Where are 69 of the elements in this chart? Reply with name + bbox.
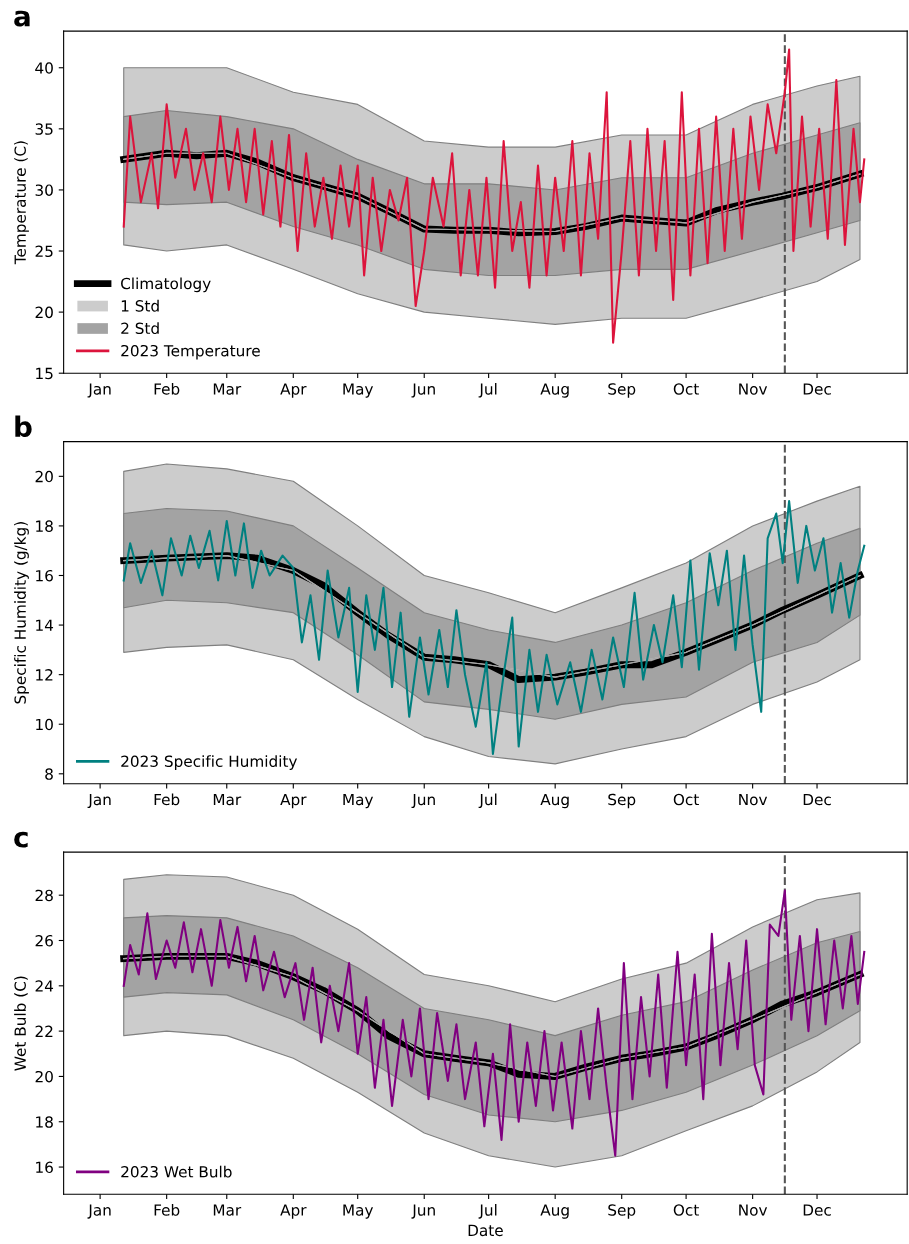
x-tick-label: Mar <box>213 793 242 806</box>
y-tick-label: 8 <box>45 768 53 780</box>
x-tick-label: Feb <box>154 1203 180 1216</box>
x-tick-label: Nov <box>739 383 768 395</box>
y-axis-title: Temperature (C) <box>14 141 29 265</box>
x-tick-label: Jul <box>478 793 497 809</box>
x-tick-label: Apr <box>280 383 307 398</box>
y-tick-label: 18 <box>36 520 53 532</box>
x-tick-label: May <box>343 383 374 398</box>
x-tick-label: Aug <box>540 383 569 398</box>
y-tick-label: 16 <box>36 569 53 582</box>
y-tick-label: 14 <box>36 619 54 631</box>
x-tick-label: Nov <box>739 793 768 806</box>
y-tick-label: 20 <box>35 306 53 319</box>
chart-title: b <box>15 415 32 438</box>
y-tick-label: 30 <box>35 184 53 196</box>
legend-label: Climatology <box>121 277 211 293</box>
x-tick-label: Nov <box>739 1204 768 1216</box>
x-tick-label: Sep <box>608 793 636 809</box>
y-tick-label: 24 <box>35 980 54 992</box>
x-tick-label: Sep <box>608 383 636 398</box>
x-tick-label: Jan <box>87 1204 111 1219</box>
y-tick-label: 15 <box>36 367 53 380</box>
x-tick-label: Aug <box>540 793 569 809</box>
x-tick-label: Dec <box>803 1204 831 1216</box>
y-tick-label: 20 <box>35 1070 53 1083</box>
x-tick-label: Oct <box>673 793 699 806</box>
x-tick-label: Jun <box>411 1204 435 1219</box>
x-tick-label: Aug <box>540 1204 569 1219</box>
x-tick-label: Jun <box>411 383 435 398</box>
x-tick-label: Sep <box>608 1204 636 1219</box>
x-tick-label: Apr <box>280 793 307 809</box>
x-tick-label: Mar <box>213 1204 242 1216</box>
legend-label: 2023 Specific Humidity <box>121 755 298 770</box>
x-tick-label: Jan <box>87 793 111 809</box>
x-tick-label: Feb <box>154 382 180 395</box>
x-tick-label: Feb <box>154 793 180 806</box>
x-tick-label: Jun <box>411 793 435 809</box>
x-tick-label: Oct <box>673 383 699 395</box>
y-tick-label: 22 <box>35 1025 53 1037</box>
y-axis-title: Wet Bulb (C) <box>14 976 28 1071</box>
y-tick-label: 35 <box>35 123 53 135</box>
x-axis-title: Date <box>468 1224 503 1237</box>
y-tick-label: 25 <box>35 245 53 258</box>
legend-label: 1 Std <box>121 299 159 312</box>
legend-label: 2023 Temperature <box>121 344 260 360</box>
y-tick-label: 18 <box>36 1116 53 1128</box>
y-tick-label: 16 <box>36 1161 53 1174</box>
chart-title: a <box>14 10 30 27</box>
y-axis-title: Specific Humidity (g/kg) <box>14 522 29 704</box>
y-tick-label: 20 <box>35 470 53 483</box>
x-tick-label: Mar <box>213 383 242 395</box>
x-tick-label: Oct <box>673 1204 699 1216</box>
y-tick-label: 28 <box>35 889 53 902</box>
legend-label: 2 Std <box>121 322 159 335</box>
y-tick-label: 40 <box>35 62 53 74</box>
x-tick-label: Dec <box>803 383 831 395</box>
x-tick-label: Apr <box>280 1204 307 1219</box>
x-tick-label: Jan <box>87 383 111 398</box>
y-tick-label: 10 <box>36 718 53 731</box>
y-tick-label: 26 <box>35 934 53 947</box>
y-tick-label: 12 <box>36 669 53 681</box>
x-tick-label: May <box>343 1204 374 1219</box>
chart-title: c <box>14 831 28 848</box>
x-tick-label: Jul <box>478 382 497 398</box>
x-tick-label: Jul <box>478 1203 497 1219</box>
x-tick-label: Dec <box>803 793 831 806</box>
x-tick-label: May <box>343 793 374 809</box>
legend-label: 2023 Wet Bulb <box>121 1165 232 1178</box>
